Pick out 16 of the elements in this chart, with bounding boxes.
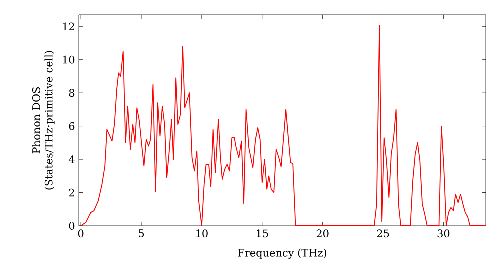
x-tick-label: 0	[78, 230, 84, 238]
x-tick-label: 15	[257, 230, 268, 238]
y-tick-label: 2	[69, 188, 74, 197]
y-tick-label: 6	[69, 122, 75, 130]
x-axis-title: Frequency (THz)	[238, 248, 327, 260]
y-tick-label: 12	[63, 22, 74, 31]
x-tick-label: 25	[377, 230, 390, 238]
y-tick-label: 10	[63, 56, 75, 64]
x-tick-label: 5	[139, 230, 144, 238]
x-tick-label: 10	[196, 230, 208, 238]
y-tick-label: 4	[68, 156, 75, 164]
x-tick-label: 20	[316, 230, 329, 238]
x-tick-label: 30	[438, 230, 450, 238]
y-axis-title: Phonon DOS (States/THz·primitive cell)	[32, 51, 55, 190]
y-tick-label: 0	[69, 222, 75, 230]
y-tick-label: 8	[69, 89, 75, 98]
